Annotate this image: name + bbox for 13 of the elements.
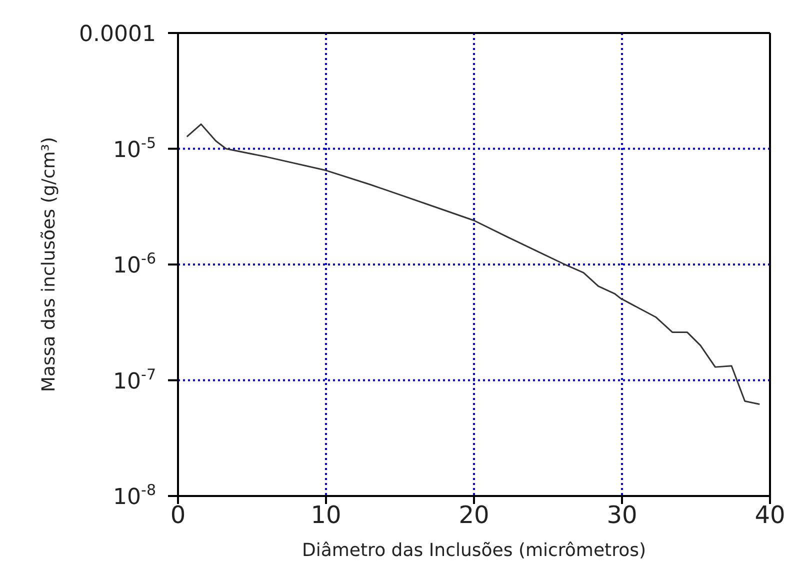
- y-tick-label: 0.0001: [79, 22, 156, 47]
- x-tick-label: 40: [754, 501, 786, 530]
- x-tick-label: 30: [606, 501, 638, 530]
- x-tick-label: 0: [170, 501, 186, 530]
- y-tick-label: 10$^{-7}$: [113, 365, 156, 394]
- y-axis-title: Massa das inclusões (g/cm³): [38, 136, 60, 392]
- x-tick-label: 10: [310, 501, 342, 530]
- x-axis-title: Diâmetro das Inclusões (micrômetros): [302, 540, 646, 561]
- y-tick-label: 10$^{-6}$: [113, 250, 156, 278]
- y-tick-label: 10$^{-8}$: [113, 481, 156, 510]
- line-series: [186, 123, 760, 406]
- y-tick-label: 10$^{-5}$: [113, 134, 156, 163]
- x-tick-label: 20: [458, 501, 490, 530]
